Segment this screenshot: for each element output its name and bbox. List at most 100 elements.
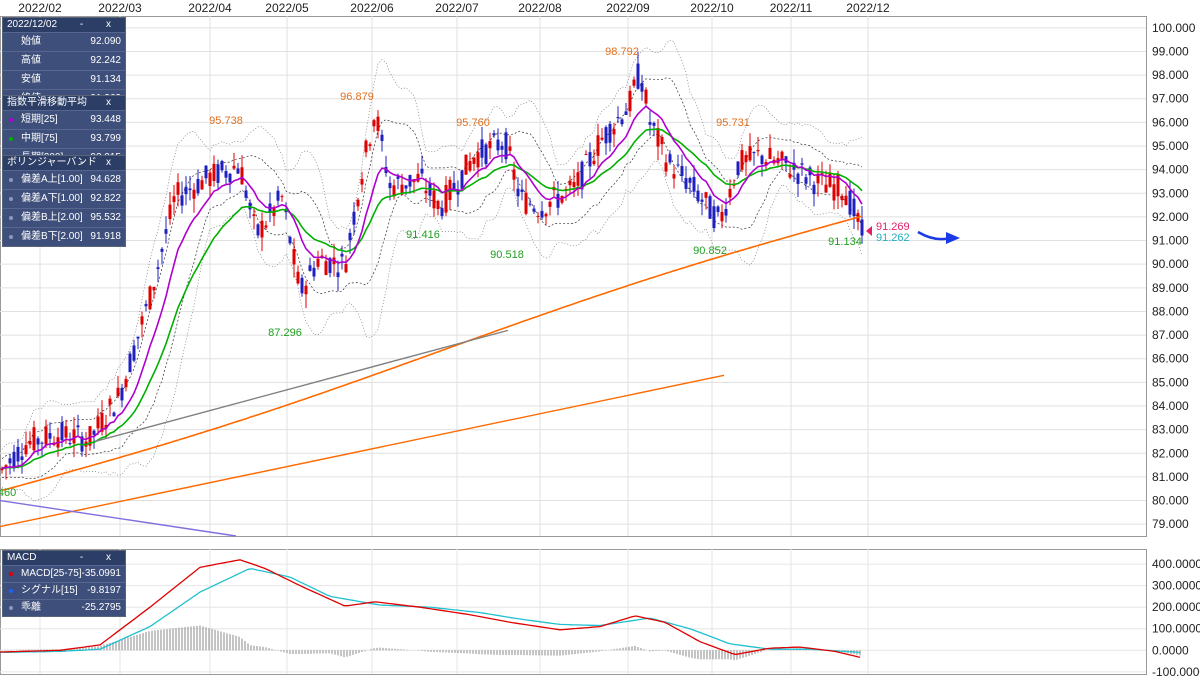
macd-chart xyxy=(0,559,861,661)
candle-body xyxy=(316,258,320,267)
macd-line xyxy=(0,559,861,659)
candle-body xyxy=(16,446,20,462)
candle-body xyxy=(680,165,684,176)
candle-body xyxy=(148,286,152,310)
panel-controls[interactable]: - x xyxy=(79,97,121,108)
panel-controls[interactable]: - x xyxy=(79,19,121,30)
legend-dot-icon xyxy=(9,572,13,576)
candle-body xyxy=(252,214,256,216)
bollinger-panel[interactable]: ボリンジャーバンド - x 偏差A上[1.00] 94.628 偏差A下[1.00… xyxy=(2,155,126,247)
trend-line-orange xyxy=(0,374,725,528)
ema-lines xyxy=(1,105,863,492)
candle-body xyxy=(80,436,84,452)
candle-body xyxy=(716,206,720,213)
legend-dot-icon xyxy=(9,216,13,220)
candle-body xyxy=(640,83,644,92)
bollinger-panel-header[interactable]: ボリンジャーバンド - x xyxy=(3,156,125,170)
candle-body xyxy=(348,232,352,241)
y-tick-label: 88.000 xyxy=(1152,304,1189,318)
macd-y-tick-label: 300.0000 xyxy=(1152,579,1200,593)
candle-body xyxy=(284,209,288,213)
ema-row: 短期[25] 93.448 xyxy=(3,110,125,129)
candle-body xyxy=(760,155,764,165)
candle-body xyxy=(432,190,436,209)
candle-body xyxy=(584,154,588,156)
candle-body xyxy=(28,440,32,445)
macd-y-tick-label: 400.0000 xyxy=(1152,557,1200,571)
candle-body xyxy=(796,173,800,184)
price-annotation: 98.792 xyxy=(605,46,639,58)
candle-body xyxy=(168,204,172,220)
candle-body xyxy=(264,225,268,228)
candle-body xyxy=(600,137,604,140)
candle-body xyxy=(744,155,748,163)
candle-body xyxy=(852,198,856,217)
candle-body xyxy=(492,133,496,136)
candle-body xyxy=(444,184,448,213)
candle-body xyxy=(460,170,464,189)
candle-body xyxy=(356,199,360,207)
candle-body xyxy=(712,206,716,229)
candle-body xyxy=(628,90,632,112)
candle-body xyxy=(164,229,168,234)
candle-body xyxy=(340,253,344,257)
y-tick-label: 90.000 xyxy=(1152,257,1189,271)
candle-body xyxy=(20,456,24,460)
candle-body xyxy=(724,208,728,216)
candle-body xyxy=(224,171,228,178)
trend-lines xyxy=(0,329,725,537)
macd-panel-header[interactable]: MACD - x xyxy=(3,551,125,565)
candle-body xyxy=(24,445,28,455)
ema-panel-header[interactable]: 指数平滑移動平均 - x xyxy=(3,96,125,110)
candle-body xyxy=(832,184,836,201)
candle-body xyxy=(396,176,400,179)
x-tick-label: 2022/03 xyxy=(98,1,142,15)
candle-body xyxy=(472,157,476,164)
y-tick-label: 85.000 xyxy=(1152,375,1189,389)
candle-body xyxy=(536,215,540,217)
ohlc-panel-header[interactable]: 2022/12/02 - x xyxy=(3,18,125,32)
candle-body xyxy=(304,285,308,295)
panel-controls[interactable]: - x xyxy=(79,157,121,168)
x-tick-label: 2022/05 xyxy=(265,1,309,15)
price-frame xyxy=(0,16,1147,537)
candle-body xyxy=(184,186,188,195)
macd-y-tick-label: 100.0000 xyxy=(1152,622,1200,636)
panel-controls[interactable]: - x xyxy=(79,552,121,563)
candle-body xyxy=(456,191,460,195)
candle-body xyxy=(176,182,180,195)
candle-body xyxy=(596,135,600,156)
candle-body xyxy=(48,433,52,439)
candle-body xyxy=(740,150,744,170)
candle-body xyxy=(504,132,508,160)
x-tick-label: 2022/02 xyxy=(18,1,62,15)
price-annotation: 95.760 xyxy=(456,117,490,129)
candle-body xyxy=(216,164,220,183)
candle-body xyxy=(816,173,820,184)
bollinger-panel-title: ボリンジャーバンド xyxy=(7,157,97,168)
candle-body xyxy=(616,117,620,119)
candle-body xyxy=(68,443,72,445)
candle-body xyxy=(656,128,660,147)
candle-body xyxy=(824,184,828,193)
axis-labels: 100.000 99.000 98.000 97.000 96.000 95.000 94.… xyxy=(18,1,1200,676)
ema-long-line xyxy=(1,215,863,492)
macd-panel[interactable]: MACD - x MACD[25-75] -35.0991 シグナル[15] -9.… xyxy=(2,550,126,617)
candle-body xyxy=(44,426,48,445)
candle-body xyxy=(156,267,160,269)
candle-body xyxy=(568,180,572,186)
candle-body xyxy=(276,190,280,201)
candle-body xyxy=(480,139,484,158)
y-tick-label: 96.000 xyxy=(1152,115,1189,129)
candle-body xyxy=(140,316,144,325)
candle-body xyxy=(440,207,444,217)
candle-body xyxy=(620,119,624,125)
bollinger-line xyxy=(1,161,863,503)
x-tick-label: 2022/09 xyxy=(606,1,650,15)
candle-body xyxy=(464,154,468,175)
y-tick-label: 97.000 xyxy=(1152,92,1189,106)
candle-body xyxy=(368,144,372,147)
y-tick-label: 81.000 xyxy=(1152,470,1189,484)
macd-row: 乖離 -25.2795 xyxy=(3,599,125,616)
